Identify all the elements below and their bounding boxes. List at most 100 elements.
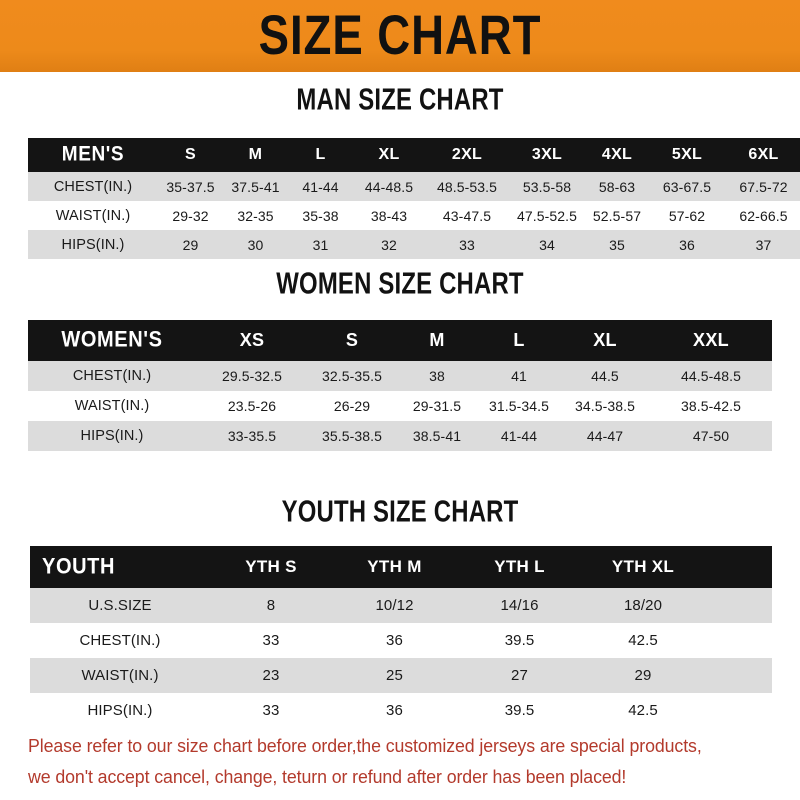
page-banner: SIZE CHART [0, 0, 800, 72]
cell: 32 [381, 236, 397, 253]
cell: 36 [386, 702, 403, 719]
section-title-women: WOMEN SIZE CHART [276, 265, 524, 301]
women-col-header: XXL [693, 330, 729, 350]
cell: 42.5 [628, 632, 658, 649]
cell: 23.5-26 [227, 398, 277, 414]
men-size-table: MEN'S S M L XL 2XL 3XL 4XL 5XL 6XL CHEST… [28, 138, 800, 259]
row-label: HIPS(IN.) [80, 428, 144, 444]
table-row: HIPS(IN.) 33 36 39.5 42.5 [30, 693, 772, 728]
row-label: CHEST(IN.) [79, 632, 161, 649]
cell: 29 [634, 667, 652, 684]
youth-col-header: YTH L [494, 557, 545, 576]
cell: 29-32 [172, 207, 209, 224]
cell: 30 [247, 236, 264, 253]
cell-spacer [704, 693, 772, 728]
page-title: SIZE CHART [258, 4, 542, 67]
cell: 67.5-72 [739, 178, 788, 195]
table-row: CHEST(IN.) 33 36 39.5 42.5 [30, 623, 772, 658]
men-col-header: 2XL [451, 146, 483, 163]
youth-col-header: YTH M [367, 557, 422, 576]
youth-size-table: YOUTH YTH S YTH M YTH L YTH XL U.S.SIZE … [30, 546, 772, 728]
cell: 34 [539, 236, 555, 253]
cell: 18/20 [623, 597, 663, 614]
cell: 26-29 [333, 398, 371, 414]
cell: 38-43 [370, 207, 408, 224]
men-col-header: 5XL [671, 146, 703, 163]
cell: 48.5-53.5 [436, 178, 498, 195]
cell: 29 [182, 236, 199, 253]
cell: 33 [262, 632, 280, 649]
cell: 29.5-32.5 [221, 368, 283, 384]
cell: 33-35.5 [227, 428, 277, 444]
women-col-header: M [429, 330, 445, 350]
cell-spacer [704, 623, 772, 658]
table-row: HIPS(IN.) 33-35.5 35.5-38.5 38.5-41 41-4… [28, 421, 772, 451]
cell: 41 [511, 368, 527, 384]
youth-header-row: YOUTH YTH S YTH M YTH L YTH XL [30, 546, 772, 588]
cell: 52.5-57 [592, 207, 642, 224]
cell: 63-67.5 [662, 178, 712, 195]
cell: 53.5-58 [522, 178, 572, 195]
row-label: HIPS(IN.) [87, 702, 153, 719]
row-label: WAIST(IN.) [81, 667, 159, 684]
cell: 41-44 [500, 428, 538, 444]
cell: 44-48.5 [364, 178, 414, 195]
cell: 35-37.5 [166, 178, 215, 195]
youth-col-header: YTH S [245, 557, 297, 576]
cell: 36 [386, 632, 403, 649]
women-col-header: L [513, 330, 525, 350]
cell: 43-47.5 [442, 207, 492, 224]
cell: 25 [386, 667, 403, 684]
order-notice: Please refer to our size chart before or… [28, 730, 746, 792]
row-label: WAIST(IN.) [74, 398, 150, 414]
cell: 58-63 [598, 178, 636, 195]
cell: 44.5-48.5 [680, 368, 742, 384]
section-title-man: MAN SIZE CHART [296, 81, 504, 117]
cell: 29-31.5 [412, 398, 462, 414]
row-label: U.S.SIZE [88, 597, 152, 614]
youth-corner-label: YOUTH [42, 554, 115, 579]
cell: 31.5-34.5 [488, 398, 550, 414]
table-row: WAIST(IN.) 23 25 27 29 [30, 658, 772, 693]
cell-spacer [704, 588, 772, 623]
table-row: WAIST(IN.) 23.5-26 26-29 29-31.5 31.5-34… [28, 391, 772, 421]
women-size-table-wrapper: WOMEN'S XS S M L XL XXL CHEST(IN.) 29.5-… [28, 320, 772, 451]
women-col-header: XS [239, 330, 265, 350]
cell: 37.5-41 [231, 178, 280, 195]
cell: 47-50 [692, 428, 730, 444]
cell: 33 [459, 236, 475, 253]
cell: 42.5 [628, 702, 658, 719]
women-col-header: S [345, 330, 359, 350]
order-notice-line-2: we don't accept cancel, change, teturn o… [28, 766, 627, 787]
cell: 35.5-38.5 [321, 428, 383, 444]
table-row: CHEST(IN.) 35-37.5 37.5-41 41-44 44-48.5… [28, 172, 800, 201]
cell: 33 [262, 702, 280, 719]
cell: 44-47 [586, 428, 624, 444]
youth-col-header-spacer [704, 546, 772, 588]
women-size-table: WOMEN'S XS S M L XL XXL CHEST(IN.) 29.5-… [28, 320, 772, 451]
cell: 34.5-38.5 [574, 398, 636, 414]
row-label: HIPS(IN.) [61, 236, 125, 253]
order-notice-line-1: Please refer to our size chart before or… [28, 735, 702, 756]
cell: 10/12 [375, 597, 414, 614]
women-corner-label: WOMEN'S [61, 327, 163, 353]
cell: 47.5-52.5 [516, 207, 578, 224]
table-row: U.S.SIZE 8 10/12 14/16 18/20 [30, 588, 772, 623]
men-header-row: MEN'S S M L XL 2XL 3XL 4XL 5XL 6XL [28, 138, 800, 172]
men-size-table-wrapper: MEN'S S M L XL 2XL 3XL 4XL 5XL 6XL CHEST… [28, 138, 800, 259]
cell: 27 [511, 667, 528, 684]
cell: 31 [312, 236, 329, 253]
section-title-youth: YOUTH SIZE CHART [281, 493, 519, 529]
men-col-header: 3XL [531, 146, 563, 163]
men-col-header: 6XL [748, 146, 779, 163]
cell: 8 [266, 597, 276, 614]
cell: 57-62 [668, 207, 706, 224]
women-col-header: XL [593, 330, 617, 350]
cell: 23 [262, 667, 280, 684]
youth-col-header: YTH XL [611, 557, 675, 576]
cell: 32.5-35.5 [321, 368, 383, 384]
row-label: CHEST(IN.) [53, 178, 133, 195]
men-col-header: S [185, 146, 196, 163]
cell: 36 [679, 236, 695, 253]
cell: 38 [429, 368, 445, 384]
